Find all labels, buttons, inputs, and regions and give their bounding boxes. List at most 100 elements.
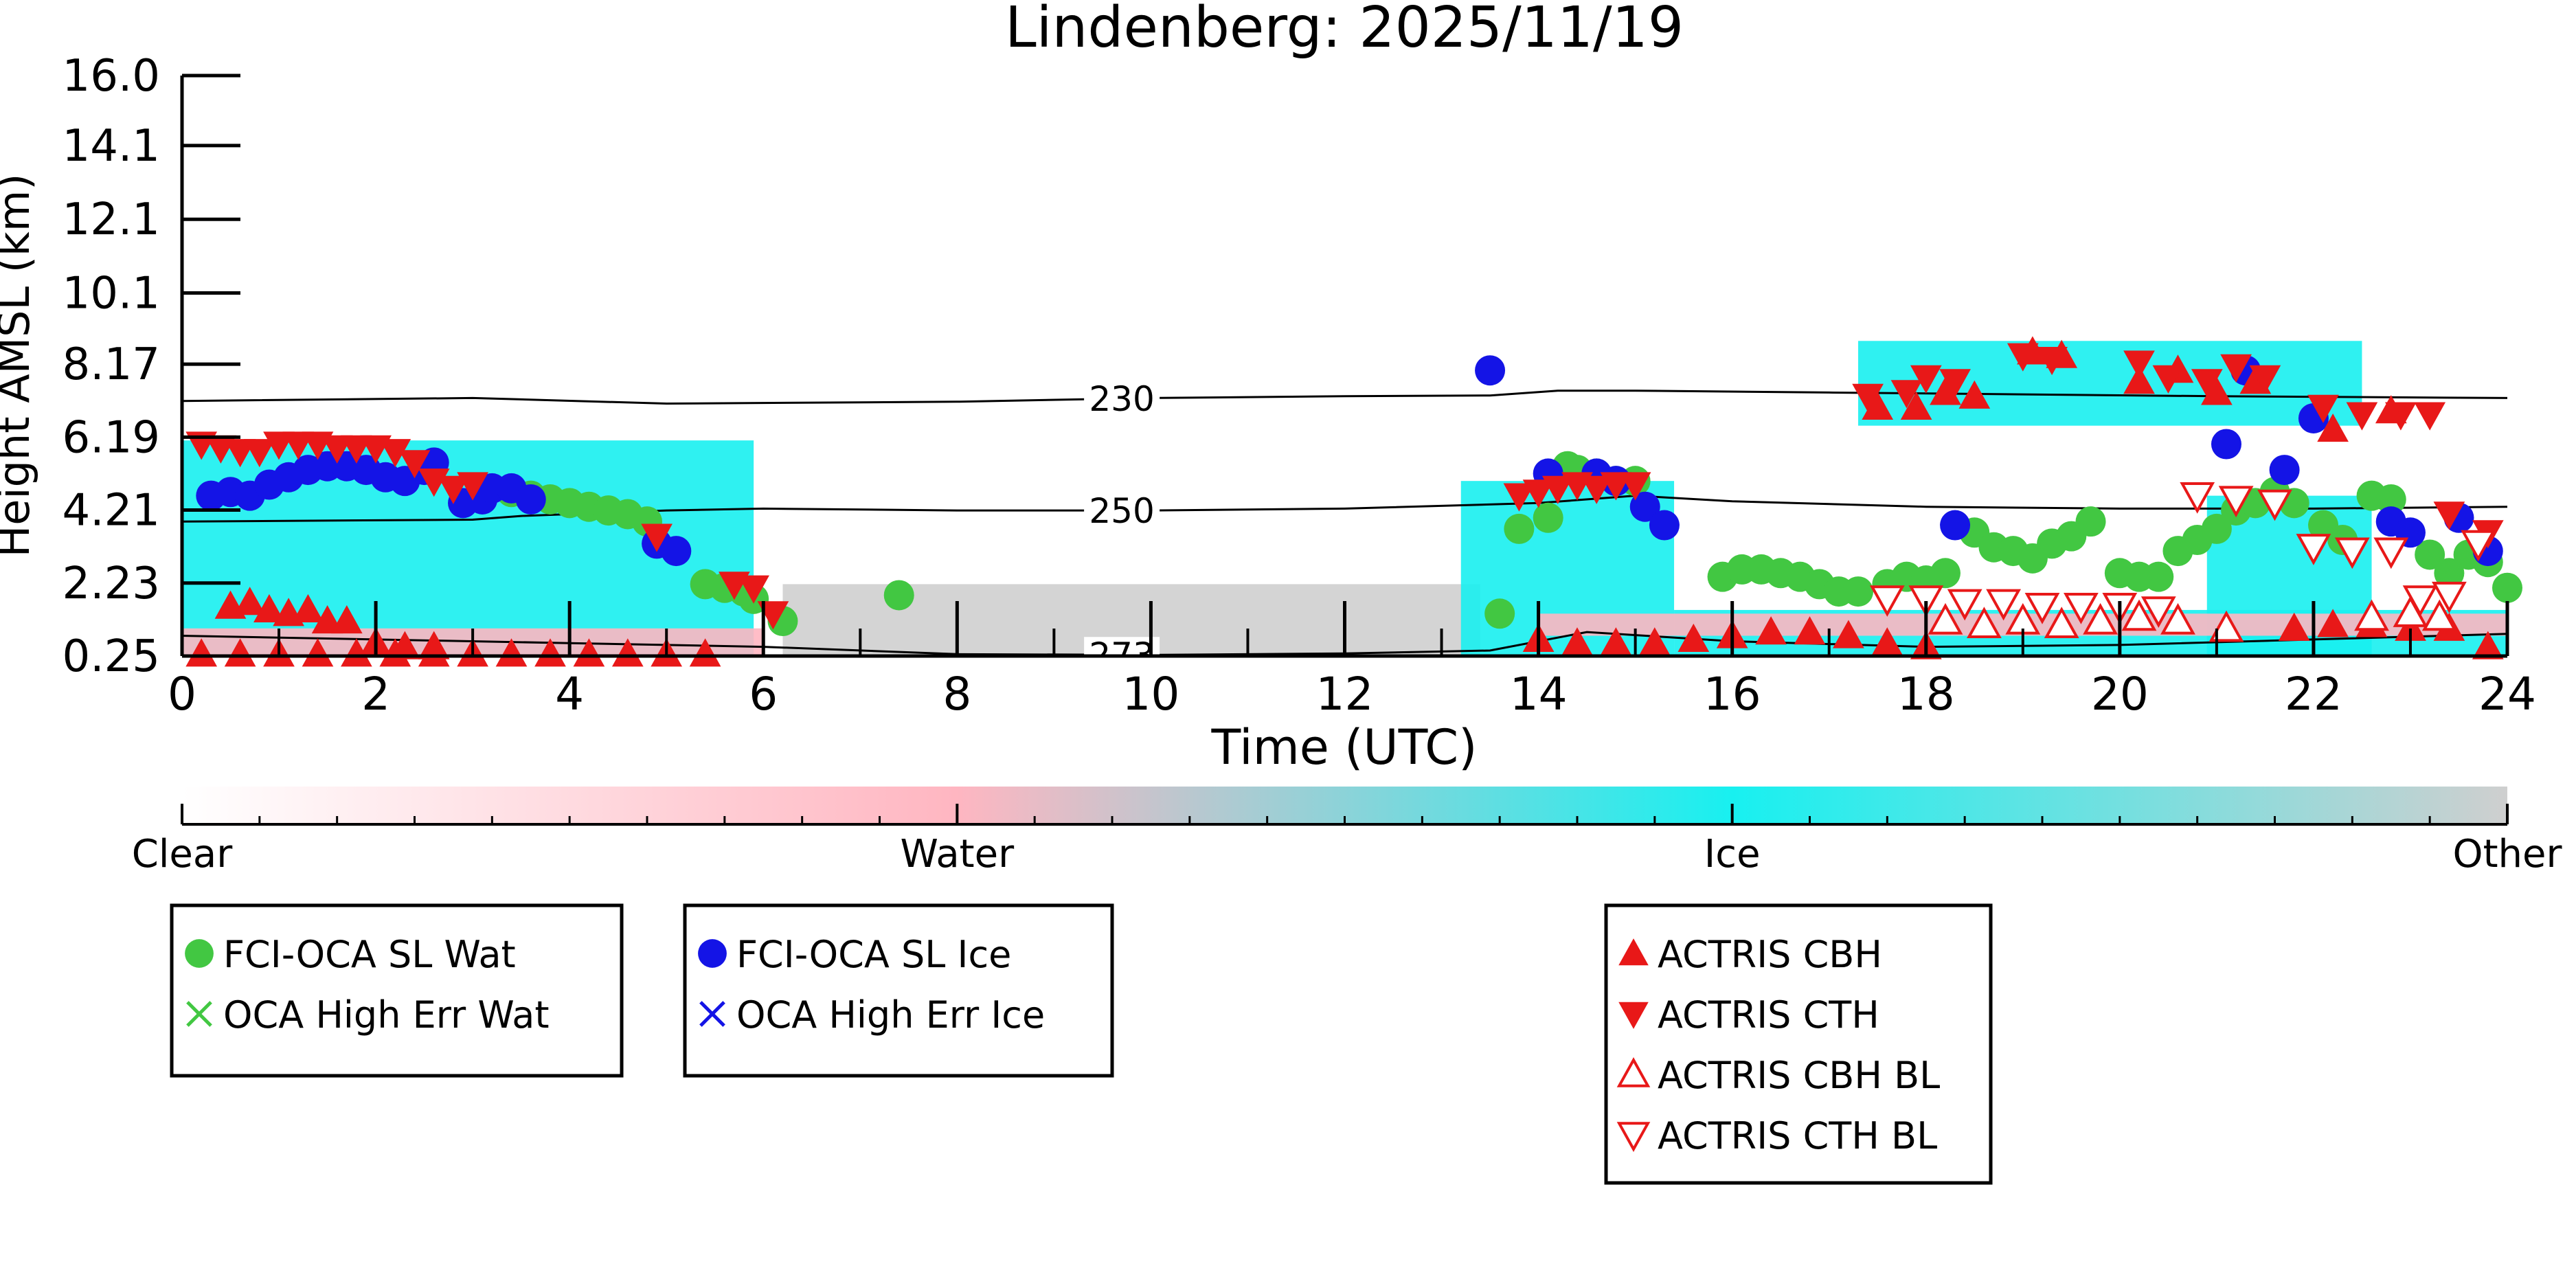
data-point-actris-cbh-bl [2044,607,2079,638]
legend-marker-actris-cbh-bl [1616,1057,1651,1087]
data-point-actris-cbh [311,605,343,634]
data-point-fci-oca-sl-ice [2269,455,2300,486]
data-point-fci-oca-sl-wat [2492,572,2522,603]
data-point-actris-cbh-bl [2160,602,2195,635]
data-point-actris-cbh-bl [2208,610,2244,642]
y-tick-label: 2.23 [63,558,161,609]
data-point-actris-cth [2414,402,2446,431]
x-tick-label: 14 [1510,668,1568,721]
data-point-actris-cth-bl [2296,534,2331,565]
data-point-actris-cbh [302,638,334,667]
data-point-actris-cbh [2472,631,2504,659]
data-point-actris-cbh-bl [2421,599,2457,631]
data-point-actris-cbh-bl [1928,602,1963,635]
legend-label-oca-high-err-wat: OCA High Err Wat [223,993,550,1037]
data-point-actris-cbh [573,638,605,667]
data-point-actris-cth-bl [2334,537,2370,569]
x-tick-label: 6 [749,668,778,721]
data-point-actris-cth [341,435,372,464]
x-tick-label: 10 [1122,668,1179,721]
data-point-actris-cth [1910,365,1942,394]
isotherm-label: 250 [1089,491,1154,531]
data-point-actris-cbh [224,638,256,667]
data-point-actris-cth [2385,402,2417,431]
legend-marker-fci-oca-sl-wat [185,939,214,968]
data-point-actris-cth-bl [1869,585,1905,617]
legend-marker-oca-high-err-wat-stroke-b [186,1001,212,1027]
data-point-fci-oca-sl-wat [883,580,914,611]
y-tick-group: 0.25 2.23 4.21 6.19 8.17 10.1 12.1 14.1 16.0 [63,51,240,682]
isotherm-label-bg [1084,637,1160,656]
data-point-actris-cbh [2278,612,2310,641]
colorbar-tick-group: Clear Water Ice Other [132,804,2562,877]
data-point-actris-cbh [495,638,528,667]
y-tick-label: 14.1 [63,121,161,172]
x-tick-group: 0 2 4 6 8 10 12 14 16 18 20 22 24 [168,601,2536,721]
data-point-actris-cth [1503,483,1535,512]
data-point-fci-oca-sl-wat [2143,561,2174,592]
chart-title: Lindenberg: 2025/11/19 [1005,0,1684,60]
data-point-actris-cbh [330,605,363,634]
legend-marker-actris-cbh [1618,938,1649,966]
data-point-actris-cbh [2317,609,2349,637]
data-point-actris-cth [1600,472,1632,501]
data-point-actris-cth [2433,501,2465,530]
legend-label-actris-cth: ACTRIS CTH [1658,993,1879,1037]
data-point-fci-oca-sl-wat [2201,513,2232,544]
data-point-actris-cth [2123,350,2155,379]
data-point-actris-cbh [1958,380,1991,409]
data-point-actris-cth [2007,343,2039,372]
data-point-actris-cth [2307,394,2339,423]
data-point-actris-cth [2036,347,2068,376]
data-point-actris-cbh [611,638,644,667]
data-point-actris-cbh [689,638,721,667]
data-point-actris-cbh-bl [2083,602,2118,635]
data-point-fci-oca-sl-wat [1930,558,1961,589]
x-tick-label: 16 [1704,668,1761,721]
data-point-actris-cth [2152,365,2184,394]
legend-box [1604,903,1993,1185]
legend-label-actris-cbh-bl: ACTRIS CBH BL [1658,1054,1940,1097]
data-point-fci-oca-sl-wat [1843,576,1874,607]
data-point-fci-oca-sl-ice [1475,355,1506,386]
data-point-actris-cth [438,475,469,504]
legend-label-actris-cth-bl: ACTRIS CTH BL [1658,1114,1937,1157]
y-tick-label: 8.17 [63,339,161,390]
data-point-actris-cth [224,439,256,468]
data-point-actris-cbh [1900,391,1932,420]
data-point-actris-cth [1522,479,1555,508]
colorbar-label: Clear [132,832,233,877]
data-point-actris-cbh [418,638,450,667]
data-point-actris-cbh [185,638,218,667]
data-point-actris-cth [321,435,353,464]
colorbar-label: Ice [1704,832,1761,877]
data-point-actris-cth [2191,369,2223,398]
isotherm-line [182,631,2507,656]
y-tick-label: 0.25 [63,631,161,682]
x-tick-label: 0 [168,668,196,721]
data-point-fci-oca-sl-ice [1940,510,1971,541]
x-tick-label: 24 [2478,668,2536,721]
x-tick-label: 12 [1316,668,1374,721]
x-tick-label: 4 [555,668,584,721]
data-point-fci-oca-sl-wat [1533,502,1563,533]
data-point-actris-cth [457,472,488,501]
data-point-actris-cbh-bl [2121,599,2157,631]
legend-marker-oca-high-err-ice-stroke-b [699,1001,725,1027]
data-point-fci-oca-sl-ice [2211,429,2241,460]
data-point-actris-cth-bl [2064,593,2099,624]
data-point-actris-cth-bl [2257,489,2292,521]
data-point-actris-cth [1939,369,1971,398]
x-tick-label: 2 [361,668,390,721]
data-point-actris-cbh-bl [2354,599,2389,631]
data-point-actris-cth-bl [1947,589,1982,621]
data-point-actris-cth-bl [2373,537,2409,569]
data-point-actris-cbh [534,638,566,667]
data-point-fci-oca-sl-wat [2415,539,2445,570]
isotherm-label: 273 [1089,635,1154,675]
isotherm-layer: 230 250 273 [182,379,2507,675]
data-point-fci-oca-sl-ice [1649,510,1680,541]
data-point-actris-cth [263,431,295,460]
data-point-actris-cth [398,450,431,479]
